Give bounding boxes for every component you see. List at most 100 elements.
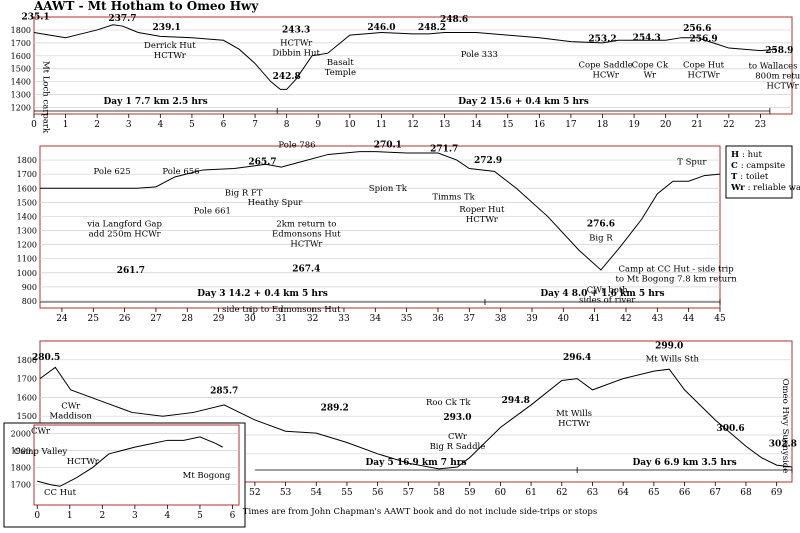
annotation-label: HCTWr — [154, 51, 187, 61]
annotation-label: Spion Tk — [369, 184, 408, 194]
annotation-label: Timms Tk — [432, 193, 475, 203]
x-tick-label: 12 — [407, 120, 418, 130]
annotation-label: via Langford Gap — [86, 219, 162, 229]
x-tick-label: 10 — [344, 120, 356, 130]
annotation-label: 276.6 — [587, 219, 615, 229]
day-label: Day 1 7.7 km 2.5 hrs — [103, 97, 207, 107]
y-tick-label: 1400 — [11, 78, 31, 87]
x-tick-label: 69 — [771, 488, 783, 498]
annotation-label: 242.8 — [273, 72, 301, 82]
vertical-label: Mt Loch carpark — [40, 61, 50, 134]
annotation-label: HCWr — [592, 70, 619, 80]
y-tick-label: 1900 — [11, 447, 31, 456]
annotation-label: HCTWr — [290, 239, 323, 249]
y-tick-label: 1700 — [11, 39, 31, 48]
annotation-label: add 250m HCWr — [89, 229, 162, 239]
y-tick-label: 1700 — [17, 170, 37, 179]
x-tick-label: 67 — [710, 488, 722, 498]
annotation-label: 253.2 — [588, 35, 616, 45]
x-tick-label: 24 — [56, 314, 68, 324]
annotation-label: 243.3 — [282, 26, 310, 36]
y-tick-label: 1500 — [17, 412, 37, 421]
x-tick-label: 56 — [372, 488, 384, 498]
annotation-label: 300.6 — [717, 424, 745, 434]
annotation-label: CC Hut — [44, 488, 77, 498]
x-tick-label: 29 — [213, 314, 225, 324]
annotation-label: 239.1 — [153, 23, 181, 33]
annotation-label: to Mt Bogong 7.8 km return — [616, 274, 738, 284]
annotation-label: Cope Saddle — [578, 60, 632, 70]
y-tick-label: 1800 — [17, 156, 37, 165]
annotation-label: Heathy Spur — [248, 198, 304, 208]
annotation-label: Edmonsons Hut — [272, 229, 341, 239]
annotation-label: Dibbin Hut — [272, 48, 320, 58]
annotation-label: 296.4 — [563, 353, 591, 363]
x-tick-label: 64 — [617, 488, 629, 498]
annotation-label: 270.1 — [374, 140, 402, 150]
x-tick-label: 62 — [556, 488, 567, 498]
side-trip-note: side trip to Edmonsons Hut — [222, 305, 341, 315]
x-tick-label: 26 — [119, 314, 131, 324]
annotation-label: Wr — [644, 70, 657, 80]
y-tick-label: 1000 — [17, 269, 37, 278]
elevation-line — [33, 24, 777, 90]
x-tick-label: 57 — [403, 488, 415, 498]
annotation-label: 256.9 — [689, 35, 717, 45]
x-tick-label: 1 — [63, 120, 69, 130]
x-tick-label: 2 — [99, 511, 105, 521]
day-label: Day 6 6.9 km 3.5 hrs — [632, 458, 736, 468]
x-tick-label: 2 — [94, 120, 100, 130]
x-tick-label: 6 — [230, 511, 236, 521]
annotation-label: 302.8 — [769, 439, 797, 449]
vertical-label: Omeo Hwy Sunnyside — [780, 379, 790, 474]
y-tick-label: 800 — [22, 297, 37, 306]
x-tick-label: 65 — [648, 488, 660, 498]
y-tick-label: 1500 — [17, 198, 37, 207]
annotation-label: 2km return to — [276, 219, 336, 229]
annotation-label: CWr — [448, 432, 468, 442]
y-tick-label: 1200 — [17, 241, 37, 250]
y-tick-label: 1400 — [17, 212, 37, 221]
legend-entry: T : toilet — [731, 172, 769, 182]
annotation-label: HCTWr — [688, 70, 721, 80]
x-tick-label: 5 — [189, 120, 195, 130]
annotation-label: Roo Ck Tk — [426, 398, 471, 408]
x-tick-label: 34 — [370, 314, 382, 324]
annotation-label: Big R — [589, 233, 613, 243]
annotation-label: 271.7 — [430, 145, 458, 155]
y-tick-label: 1300 — [11, 91, 31, 100]
x-tick-label: 0 — [31, 120, 37, 130]
x-tick-label: 53 — [280, 488, 292, 498]
annotation-label: Roper Hut — [459, 205, 505, 215]
annotation-label: HCTWr — [466, 215, 499, 225]
annotation-label: HCTWr — [280, 38, 313, 48]
x-tick-label: 8 — [284, 120, 290, 130]
x-tick-label: 63 — [587, 488, 599, 498]
legend-box — [725, 145, 793, 199]
annotation-label: 800m return — [755, 72, 800, 82]
y-tick-label: 900 — [22, 283, 37, 292]
annotation-label: 280.5 — [32, 353, 60, 363]
annotation-label: 294.8 — [502, 396, 530, 406]
x-tick-label: 28 — [182, 314, 194, 324]
annotation-label: 285.7 — [210, 387, 238, 397]
elevation-line — [40, 151, 721, 271]
annotation-label: Pole 656 — [162, 167, 199, 177]
plot-frame — [33, 424, 240, 506]
y-tick-label: 1100 — [17, 255, 37, 264]
x-tick-label: 21 — [692, 120, 703, 130]
x-tick-label: 43 — [652, 314, 664, 324]
elevation-line — [37, 436, 223, 487]
y-tick-label: 1700 — [17, 375, 37, 384]
x-tick-label: 19 — [628, 120, 640, 130]
x-tick-label: 38 — [495, 314, 507, 324]
annotation-label: Maddison — [50, 412, 93, 422]
x-tick-label: 44 — [683, 314, 695, 324]
x-tick-label: 40 — [558, 314, 570, 324]
annotation-label: 299.0 — [655, 342, 683, 352]
day-label: Day 2 15.6 + 0.4 km 5 hrs — [458, 97, 589, 107]
x-tick-label: 55 — [341, 488, 353, 498]
x-tick-label: 4 — [165, 511, 171, 521]
